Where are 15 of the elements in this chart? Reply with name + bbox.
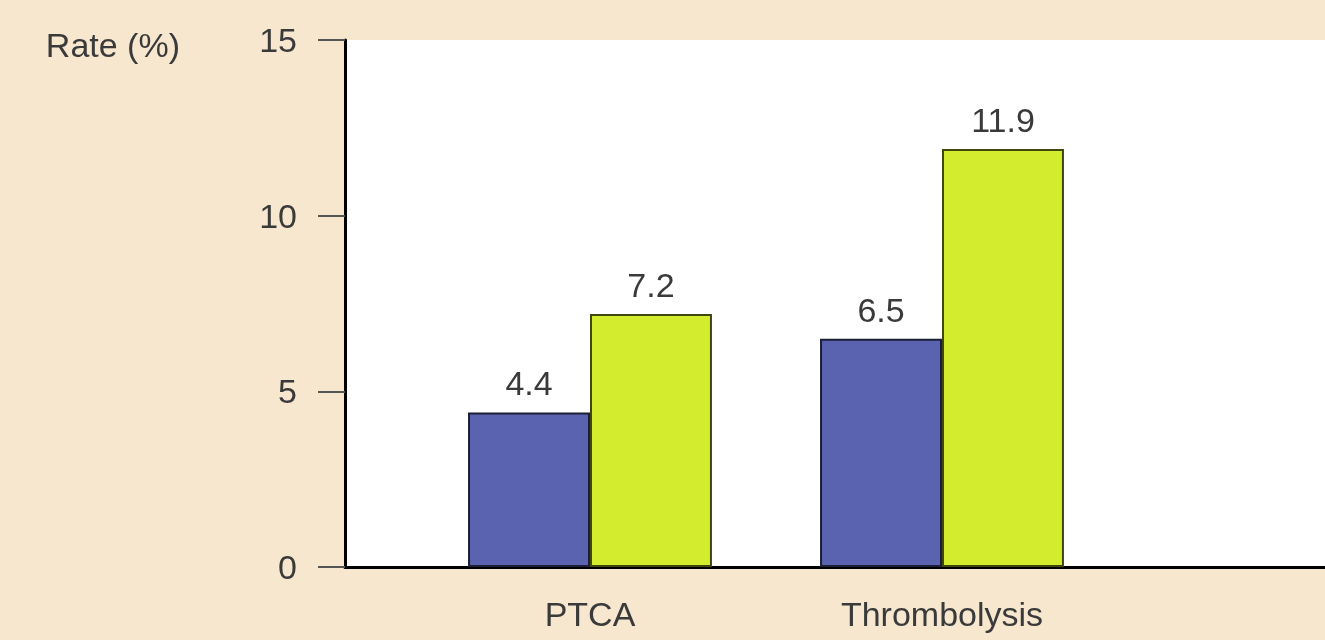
- y-tick-label: 10: [259, 196, 297, 235]
- data-label: 7.2: [627, 266, 675, 305]
- bar: [820, 338, 942, 567]
- bar: [942, 148, 1064, 567]
- y-axis-title: Rate (%): [45, 26, 180, 64]
- x-tick-label: Thrombolysis: [840, 595, 1044, 633]
- data-label: 6.5: [857, 290, 905, 329]
- bar: [590, 314, 712, 567]
- y-tick-label: 5: [278, 372, 297, 411]
- y-tick-label: 15: [259, 21, 297, 59]
- data-label: 11.9: [971, 100, 1035, 139]
- y-tick-label: 0: [278, 548, 297, 586]
- bar: [468, 412, 590, 567]
- data-label: 4.4: [505, 364, 553, 403]
- x-tick-label: PTCA: [544, 595, 636, 633]
